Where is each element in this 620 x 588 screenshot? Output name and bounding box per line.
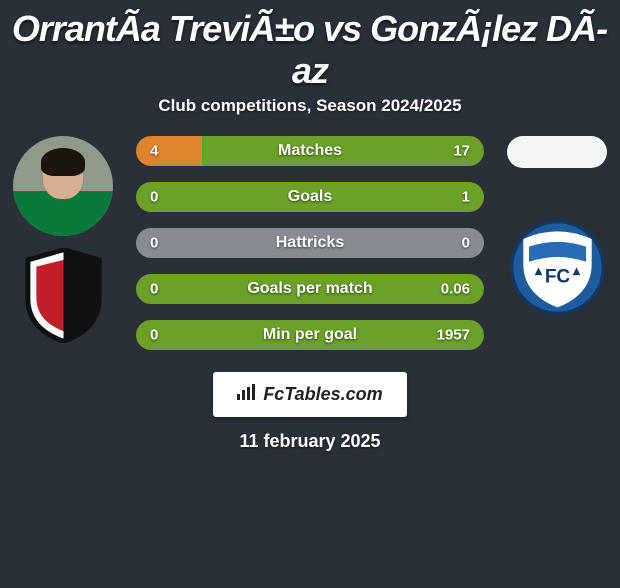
stat-bars: 4 Matches 17 0 Goals 1 0 Hattricks 0 0 Goals per m…: [118, 136, 502, 350]
brand-text: FcTables.com: [263, 384, 382, 405]
chart-icon: [237, 384, 257, 405]
stat-label: Min per goal: [263, 326, 357, 344]
stat-label: Goals: [288, 188, 332, 206]
stat-value-right: 17: [453, 143, 470, 160]
svg-text:FC: FC: [544, 267, 570, 288]
stat-label: Goals per match: [247, 280, 372, 298]
team-left-badge: [21, 248, 106, 343]
page-title: OrrantÃ­a TreviÃ±o vs GonzÃ¡lez DÃ­az: [0, 8, 620, 92]
player-right-column: FC: [502, 136, 612, 315]
stat-value-right: 0: [462, 235, 470, 252]
stat-label: Hattricks: [276, 234, 344, 252]
stat-bar: 0 Goals 1: [136, 182, 484, 212]
subtitle: Club competitions, Season 2024/2025: [0, 96, 620, 116]
footer: FcTables.com 11 february 2025: [0, 372, 620, 452]
stat-value-left: 0: [150, 235, 158, 252]
stat-value-left: 0: [150, 327, 158, 344]
player-left-photo: [13, 136, 113, 236]
stat-value-right: 1: [462, 189, 470, 206]
stat-label: Matches: [278, 142, 342, 160]
team-right-badge: FC: [510, 220, 605, 315]
player-left-column: [8, 136, 118, 343]
stat-value-right: 1957: [437, 327, 470, 344]
stat-value-right: 0.06: [441, 281, 470, 298]
stat-value-left: 4: [150, 143, 158, 160]
player-right-photo-placeholder: [507, 136, 607, 168]
stat-value-left: 0: [150, 189, 158, 206]
brand-badge: FcTables.com: [213, 372, 406, 417]
stat-bar: 4 Matches 17: [136, 136, 484, 166]
stat-bar: 0 Goals per match 0.06: [136, 274, 484, 304]
date-text: 11 february 2025: [239, 431, 380, 452]
stat-value-left: 0: [150, 281, 158, 298]
comparison-panel: 4 Matches 17 0 Goals 1 0 Hattricks 0 0 Goals per m…: [0, 136, 620, 350]
stat-bar: 0 Min per goal 1957: [136, 320, 484, 350]
stat-bar: 0 Hattricks 0: [136, 228, 484, 258]
